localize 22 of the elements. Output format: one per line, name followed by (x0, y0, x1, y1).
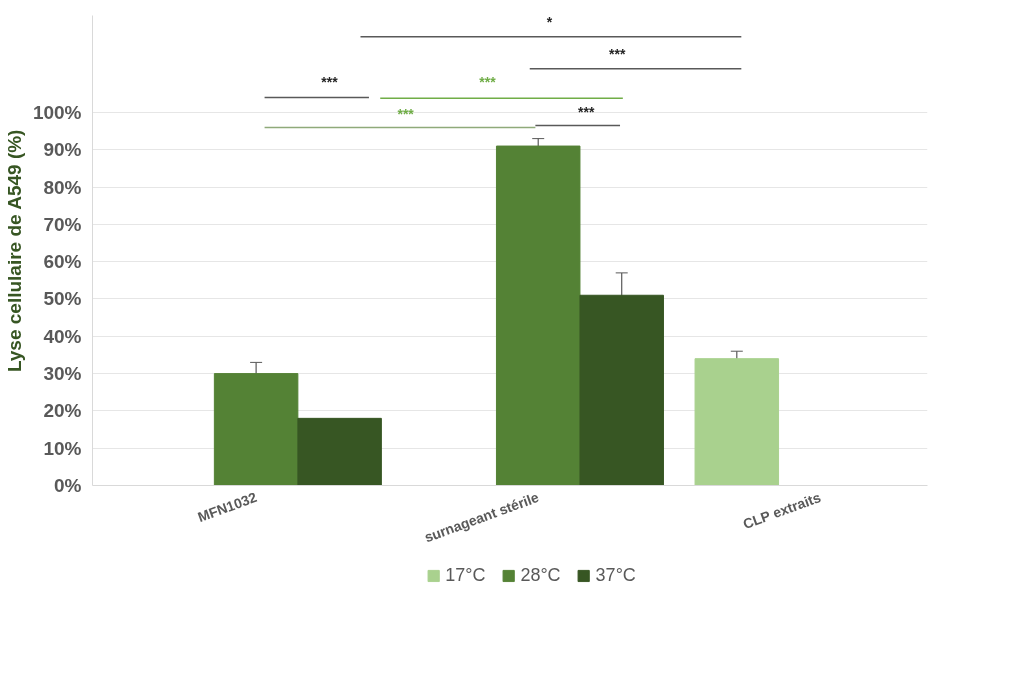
legend-label: 17°C (445, 564, 486, 586)
y-tick-label: 20% (43, 400, 82, 422)
annotation: * (546, 14, 553, 31)
y-tick-label: 70% (43, 213, 82, 235)
annotation: *** (321, 74, 339, 91)
y-axis-title: Lyse cellulaire de A549 (%) (3, 129, 25, 373)
y-tick-label: 100% (32, 101, 82, 123)
annotation: *** (609, 46, 626, 63)
x-tick-label: CLP extraits (740, 489, 824, 533)
y-tick-label: 40% (43, 325, 82, 347)
annotation: *** (397, 105, 415, 122)
y-tick-label: 0% (54, 475, 82, 496)
y-tick-label: 90% (43, 139, 82, 161)
y-tick-label: 60% (43, 251, 82, 273)
y-tick-label: 10% (43, 437, 82, 459)
y-tick-label: 50% (43, 288, 82, 310)
annotation: *** (577, 103, 595, 120)
y-tick-label: 30% (43, 363, 82, 385)
annotation: *** (479, 74, 497, 91)
y-tick-label: 80% (43, 176, 82, 198)
legend-label: 28°C (520, 564, 561, 586)
legend-label: 37°C (595, 564, 636, 586)
